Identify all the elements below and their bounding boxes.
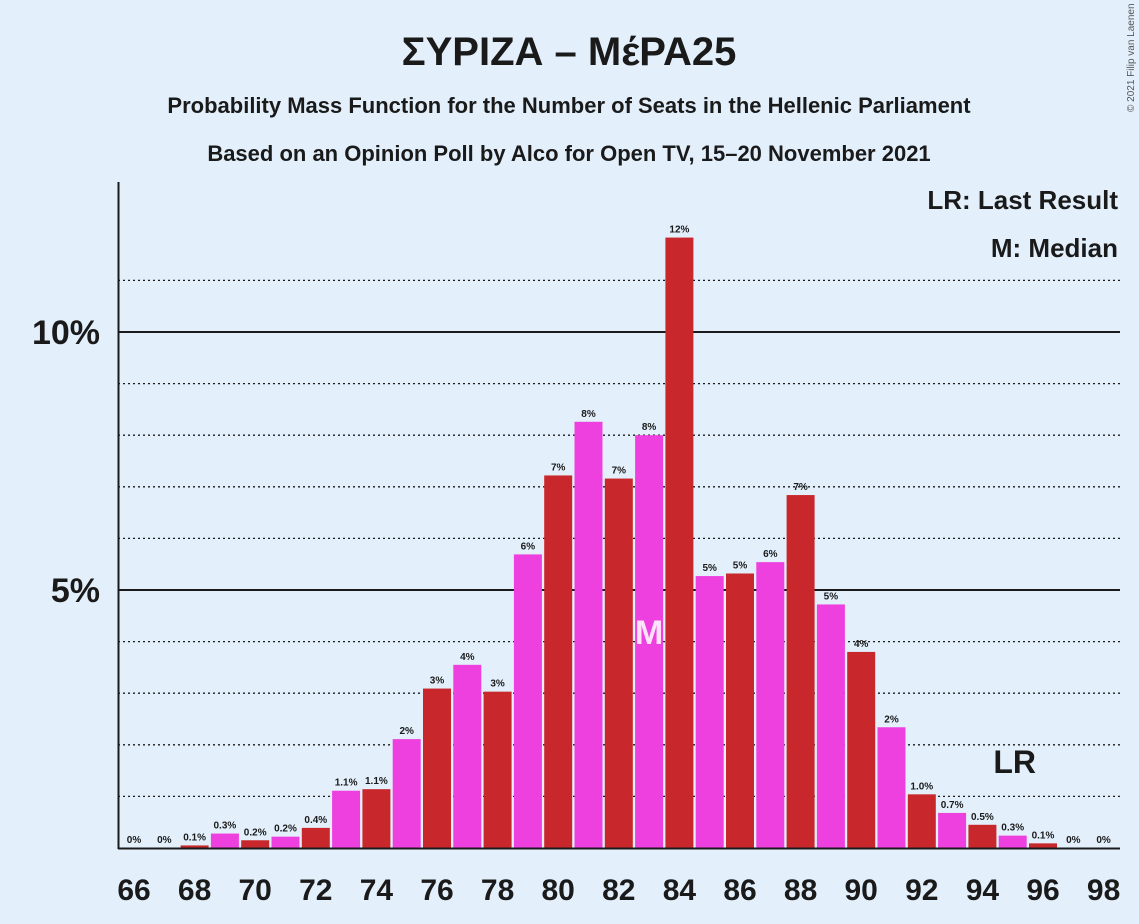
x-tick-label: 96 xyxy=(1026,874,1059,907)
bar-seat-82 xyxy=(604,478,633,848)
chart-subtitle: Probability Mass Function for the Number… xyxy=(167,93,971,118)
bar-label-seat-74: 1.1% xyxy=(365,776,388,787)
chart-source: Based on an Opinion Poll by Alco for Ope… xyxy=(207,141,930,166)
x-tick-label: 66 xyxy=(117,874,150,907)
chart-title: ΣΥΡΙΖΑ – ΜέΡΑ25 xyxy=(402,30,737,74)
bar-label-seat-81: 8% xyxy=(581,409,596,420)
bar-seat-85 xyxy=(695,576,724,848)
bar-label-seat-92: 1.0% xyxy=(910,781,933,792)
legend-last-result: LR: Last Result xyxy=(927,185,1118,215)
bar-label-seat-97: 0% xyxy=(1066,835,1081,846)
x-tick-label: 84 xyxy=(663,874,697,907)
x-tick-label: 74 xyxy=(360,874,394,907)
last-result-marker: LR xyxy=(993,744,1036,780)
bar-seat-83 xyxy=(635,435,664,848)
bar-seat-88 xyxy=(786,495,815,848)
bar-label-seat-79: 6% xyxy=(521,541,536,552)
median-marker: M xyxy=(635,614,663,652)
x-tick-label: 94 xyxy=(966,874,1000,907)
bar-label-seat-69: 0.3% xyxy=(214,821,237,832)
bar-label-seat-80: 7% xyxy=(551,462,566,473)
bar-seat-89 xyxy=(816,604,845,848)
y-tick-label: 5% xyxy=(51,572,100,610)
x-tick-label: 98 xyxy=(1087,874,1120,907)
x-tick-label: 86 xyxy=(723,874,756,907)
bar-label-seat-98: 0% xyxy=(1096,835,1111,846)
bar-label-seat-73: 1.1% xyxy=(335,778,358,789)
bar-seat-80 xyxy=(544,475,573,848)
bar-seat-73 xyxy=(332,790,361,848)
bar-seat-84 xyxy=(665,237,694,848)
x-tick-label: 70 xyxy=(239,874,272,907)
bar-label-seat-71: 0.2% xyxy=(274,824,297,835)
bar-label-seat-77: 4% xyxy=(460,652,475,663)
legend-median: M: Median xyxy=(991,233,1118,263)
bar-label-seat-85: 5% xyxy=(702,563,717,574)
bar-seat-93 xyxy=(938,812,967,848)
bar-label-seat-86: 5% xyxy=(733,560,748,571)
bar-seat-70 xyxy=(241,840,270,848)
bar-seat-96 xyxy=(1029,843,1057,848)
x-tick-label: 88 xyxy=(784,874,817,907)
bar-label-seat-68: 0.1% xyxy=(183,832,206,843)
bar-label-seat-67: 0% xyxy=(157,835,172,846)
bar-seat-68 xyxy=(180,845,209,848)
bar-label-seat-83: 8% xyxy=(642,422,657,433)
copyright-note: © 2021 Filip van Laenen xyxy=(1126,3,1137,112)
y-tick-label: 10% xyxy=(32,314,100,352)
bar-seat-75 xyxy=(392,739,421,848)
bar-label-seat-78: 3% xyxy=(490,679,505,690)
bar-seat-77 xyxy=(453,664,482,848)
bar-seat-94 xyxy=(968,824,997,848)
bar-seat-91 xyxy=(877,727,906,848)
bar-seat-90 xyxy=(847,651,876,848)
bar-label-seat-75: 2% xyxy=(399,726,414,737)
bar-series xyxy=(180,237,1057,848)
bar-label-seat-70: 0.2% xyxy=(244,827,267,838)
bar-seat-86 xyxy=(726,573,754,848)
bar-seat-92 xyxy=(907,794,936,848)
bar-label-seat-82: 7% xyxy=(612,466,627,477)
x-tick-label: 92 xyxy=(905,874,938,907)
bar-label-seat-87: 6% xyxy=(763,549,778,560)
bar-label-seat-76: 3% xyxy=(430,676,445,687)
x-tick-label: 72 xyxy=(299,874,332,907)
bar-label-seat-93: 0.7% xyxy=(941,800,964,811)
y-axis-ticks: 5% 10% xyxy=(32,314,100,610)
x-tick-label: 76 xyxy=(420,874,453,907)
bar-seat-74 xyxy=(362,789,391,848)
bar-seat-72 xyxy=(301,827,330,848)
bar-label-seat-66: 0% xyxy=(127,835,142,846)
bar-seat-87 xyxy=(756,562,785,848)
bar-seat-95 xyxy=(998,835,1027,848)
x-tick-label: 68 xyxy=(178,874,211,907)
x-tick-label: 90 xyxy=(845,874,878,907)
x-axis-ticks: 66 68 70 72 74 76 78 80 82 84 86 88 90 92 94 96 98 xyxy=(117,874,1120,907)
bar-value-labels: 0% 0% 0.1% 0.3% 0.2% 0.2% 0.4% 1.1% 1.1% 2% 3% 4% 3%… xyxy=(127,225,1111,846)
x-tick-label: 78 xyxy=(481,874,514,907)
bar-label-seat-94: 0.5% xyxy=(971,812,994,823)
bar-label-seat-96: 0.1% xyxy=(1032,830,1055,841)
bar-seat-79 xyxy=(513,554,542,848)
x-tick-label: 80 xyxy=(542,874,575,907)
x-tick-label: 82 xyxy=(602,874,635,907)
bar-label-seat-95: 0.3% xyxy=(1001,823,1024,834)
bar-seat-81 xyxy=(574,421,603,848)
bar-label-seat-90: 4% xyxy=(854,639,869,650)
bar-label-seat-91: 2% xyxy=(884,714,899,725)
bar-label-seat-84: 12% xyxy=(669,225,689,236)
bar-seat-71 xyxy=(271,836,300,848)
bar-seat-69 xyxy=(210,833,239,848)
bar-label-seat-72: 0.4% xyxy=(304,815,327,826)
bar-seat-78 xyxy=(483,691,512,848)
bar-seat-76 xyxy=(423,688,451,848)
bar-label-seat-88: 7% xyxy=(793,482,808,493)
bar-label-seat-89: 5% xyxy=(824,591,839,602)
